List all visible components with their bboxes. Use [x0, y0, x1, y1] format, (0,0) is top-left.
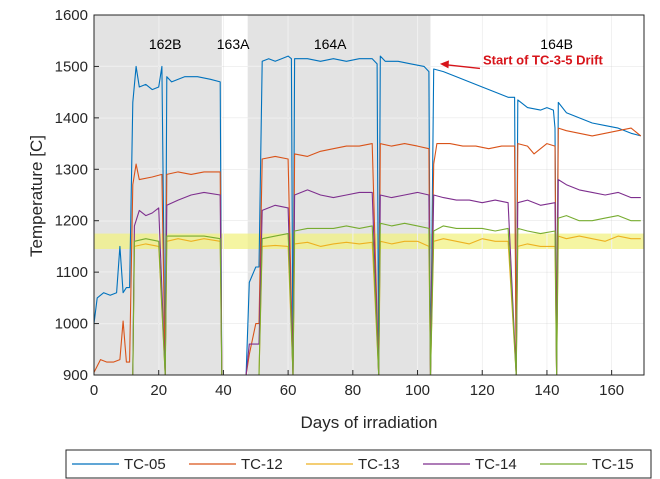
phase-region-164A — [247, 15, 431, 375]
x-tick-label: 20 — [150, 382, 167, 399]
y-tick-label: 1400 — [55, 110, 88, 127]
y-tick-label: 1300 — [55, 161, 88, 178]
legend-label-TC-12: TC-12 — [241, 456, 283, 473]
x-tick-label: 100 — [405, 382, 430, 399]
x-tick-label: 60 — [280, 382, 297, 399]
y-tick-label: 1200 — [55, 213, 88, 230]
y-tick-label: 1600 — [55, 7, 88, 24]
series-line-TC-15 — [132, 215, 641, 376]
phase-label-162B: 162B — [149, 36, 182, 52]
x-tick-label: 140 — [534, 382, 559, 399]
annotation-arrowhead — [439, 60, 449, 69]
highlight-band — [94, 233, 644, 249]
y-tick-label: 900 — [63, 367, 88, 384]
phase-labels: 162B 163A 164A 164B — [149, 36, 573, 52]
legend: TC-05 TC-12 TC-13 TC-14 TC-15 — [65, 449, 652, 479]
plot-frame — [93, 14, 645, 376]
y-tick-label: 1000 — [55, 316, 88, 333]
annotation-arrow — [442, 63, 481, 70]
series-lines — [93, 55, 642, 376]
phase-label-163A: 163A — [217, 36, 250, 52]
annotation: Start of TC-3-5 Drift — [439, 52, 604, 70]
shaded-phase-regions — [94, 15, 431, 375]
x-tick-label: 120 — [470, 382, 495, 399]
temperature-band — [94, 233, 644, 249]
series-line-TC-12 — [93, 127, 642, 376]
x-tick-label: 40 — [215, 382, 232, 399]
x-tick-label: 0 — [90, 382, 98, 399]
x-axis-title: Days of irradiation — [300, 413, 437, 432]
legend-label-TC-15: TC-15 — [592, 456, 634, 473]
y-tick-label: 1100 — [56, 264, 88, 281]
legend-label-TC-05: TC-05 — [124, 456, 166, 473]
x-tick-label: 80 — [344, 382, 361, 399]
phase-region-162B — [94, 15, 222, 375]
x-tick-label: 160 — [599, 382, 624, 399]
series-line-TC-05 — [93, 55, 641, 376]
y-tick-label: 1500 — [55, 58, 88, 75]
axis-ticks: 0 20 40 60 80 100 120 140 160 900 1000 1100 1200 1300… — [55, 7, 625, 399]
y-axis-title: Temperature [C] — [27, 135, 46, 257]
series-line-TC-14 — [132, 179, 641, 376]
phase-label-164A: 164A — [314, 36, 347, 52]
legend-label-TC-13: TC-13 — [358, 456, 400, 473]
phase-label-164B: 164B — [540, 36, 573, 52]
legend-label-TC-14: TC-14 — [475, 456, 517, 473]
annotation-text: Start of TC-3-5 Drift — [483, 52, 604, 67]
